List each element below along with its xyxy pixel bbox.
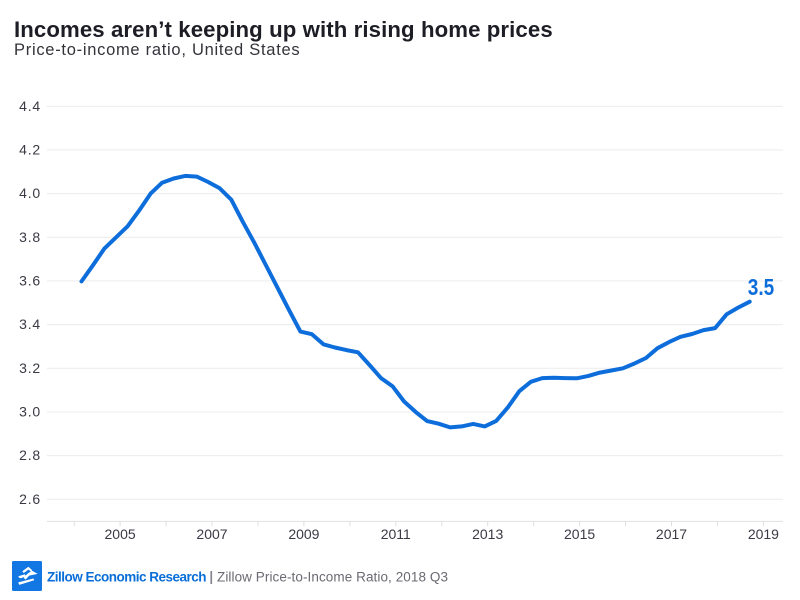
svg-text:2011: 2011 [381, 526, 411, 542]
svg-text:3.5: 3.5 [748, 274, 775, 300]
svg-text:4.0: 4.0 [19, 185, 41, 201]
svg-text:3.0: 3.0 [19, 404, 41, 420]
svg-text:2017: 2017 [656, 526, 687, 542]
svg-text:3.4: 3.4 [19, 316, 41, 332]
svg-text:3.8: 3.8 [19, 229, 41, 245]
svg-text:2007: 2007 [196, 526, 227, 542]
svg-text:3.2: 3.2 [19, 360, 41, 376]
svg-text:2015: 2015 [564, 526, 595, 542]
svg-text:Zillow Price-to-Income Ratio,: Zillow Price-to-Income Ratio, 2018 Q3 [217, 569, 448, 584]
svg-text:4.4: 4.4 [19, 98, 41, 114]
svg-text:2.8: 2.8 [19, 447, 41, 463]
svg-text:4.2: 4.2 [19, 142, 41, 158]
svg-text:2013: 2013 [472, 526, 503, 542]
svg-text:3.6: 3.6 [19, 273, 41, 289]
svg-text:Zillow Economic Research: Zillow Economic Research [47, 569, 206, 584]
svg-text:2019: 2019 [748, 526, 779, 542]
svg-text:2005: 2005 [105, 526, 136, 542]
svg-text:2.6: 2.6 [19, 491, 41, 507]
svg-text:2009: 2009 [288, 526, 319, 542]
